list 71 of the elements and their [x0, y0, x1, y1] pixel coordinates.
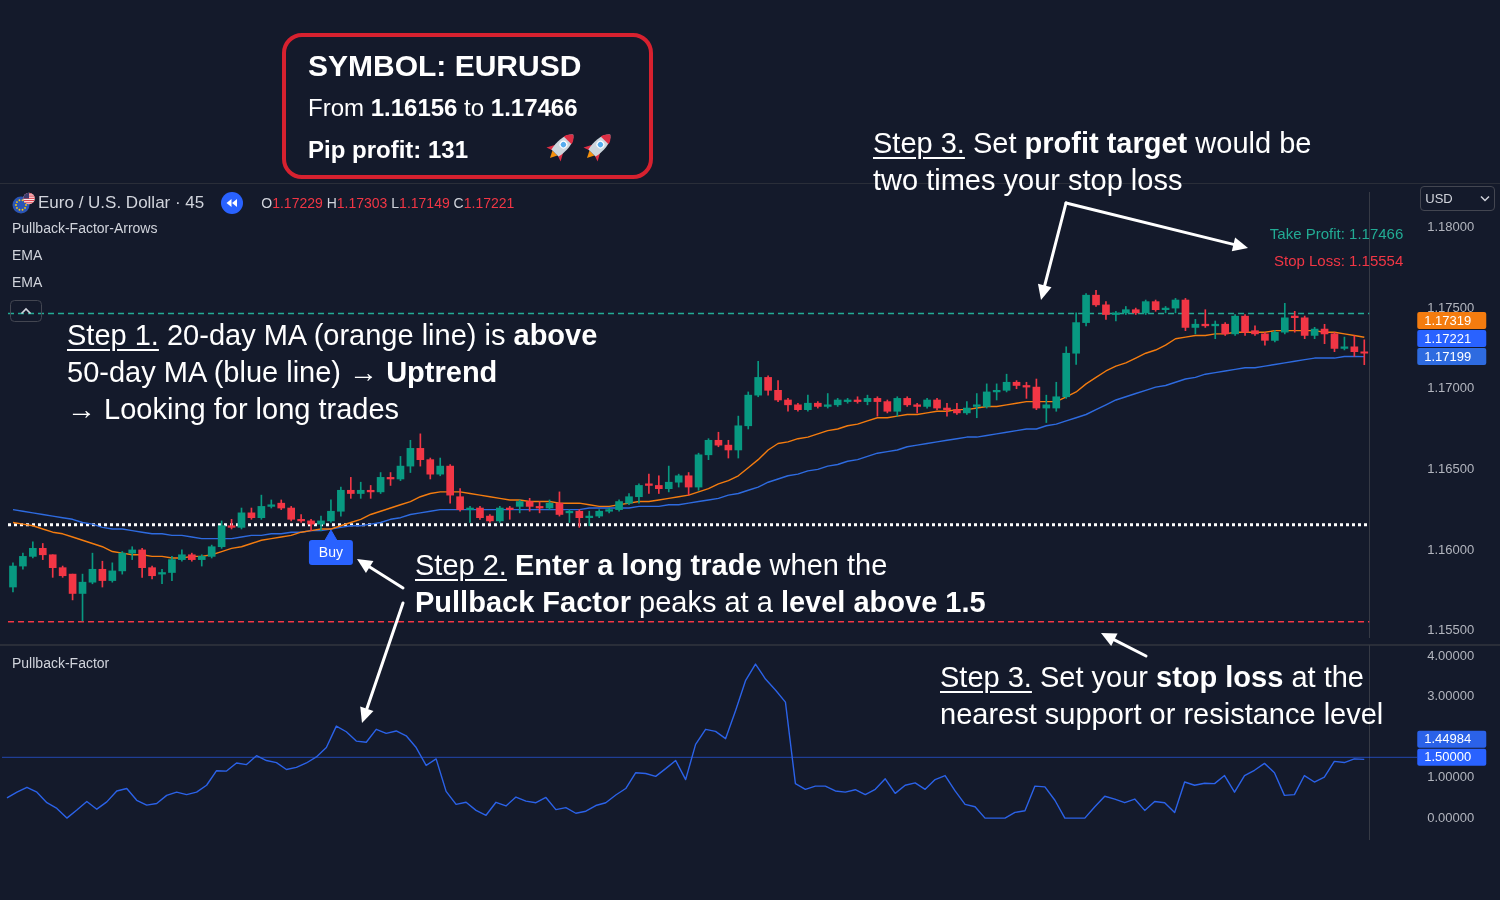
annotation: nearest support or resistance level	[940, 698, 1384, 730]
candlestick	[1201, 309, 1210, 328]
text: 1.44984	[1424, 731, 1472, 747]
candlestick	[505, 506, 514, 520]
candlestick	[346, 477, 355, 499]
candlestick	[1112, 310, 1120, 322]
annotation: → Looking for long trades	[67, 393, 400, 425]
text: Step 3.	[873, 127, 965, 159]
text: 1.17466	[490, 94, 578, 121]
chart-subtitle: O1.17229 H1.17303 L1.17149 C1.17221	[261, 195, 515, 211]
text: 1.16156	[370, 94, 458, 121]
annotation: 50-day MA (blue line) →	[67, 356, 379, 388]
ref-line-label: Stop Loss: 1.15554	[1273, 252, 1404, 270]
text: 1.17199	[1424, 348, 1472, 364]
ref-line-label: 1.50000	[1424, 749, 1472, 765]
data-label: Buy	[318, 543, 343, 560]
annotation: above	[513, 319, 598, 351]
annotation: when the	[769, 549, 888, 581]
annotation: EMA	[12, 274, 43, 290]
chart-title: Euro / U.S. Dollar · 45	[38, 193, 205, 213]
text: SYMBOL: EURUSD	[308, 49, 582, 82]
candlestick	[972, 393, 981, 419]
y-tick-label: 1.15500	[1427, 622, 1475, 638]
candlestick	[823, 393, 832, 409]
text: would be	[1195, 127, 1312, 159]
text: 1.17221	[1424, 330, 1472, 346]
candlestick	[654, 475, 663, 494]
annotation: Step 1.	[67, 319, 159, 351]
annotation: peaks at a	[639, 586, 773, 618]
text: Pip profit: 131	[308, 136, 469, 163]
y-axis-title: USD	[1425, 191, 1453, 206]
y-tick-label: 1.17000	[1427, 380, 1475, 396]
y-tick-label: 1.16000	[1427, 541, 1475, 557]
annotation: Pullback Factor	[415, 586, 631, 618]
annotation: Pullback-Factor-Arrows	[12, 220, 158, 236]
annotation: level above 1.5	[780, 586, 986, 618]
candlestick	[356, 481, 365, 499]
candlestick	[1290, 310, 1299, 333]
y-tick-label: 0.00000	[1427, 809, 1475, 825]
y-tick-label: 1.00000	[1427, 769, 1475, 785]
candlestick	[466, 506, 474, 523]
text: to	[464, 94, 485, 121]
candlestick	[645, 473, 653, 494]
y-tick-label: 1.17500	[1427, 299, 1475, 315]
annotation: Uptrend	[386, 356, 498, 388]
y-tick-label: 1.16500	[1427, 460, 1475, 476]
ref-line-label: Take Profit: 1.17466	[1269, 225, 1404, 243]
candlestick	[1211, 320, 1220, 340]
y-tick-label: 4.00000	[1427, 647, 1475, 663]
text: profit target	[1024, 127, 1188, 159]
text: 1.17319	[1424, 312, 1472, 328]
candlestick	[585, 510, 594, 527]
annotation: 20-day MA (orange line) is	[166, 319, 506, 351]
annotation: EMA	[12, 247, 43, 263]
y-tick-label: 1.18000	[1427, 219, 1475, 235]
candlestick	[366, 485, 375, 499]
annotation: Set your	[1039, 661, 1148, 693]
text: Pullback-Factor	[12, 654, 110, 673]
y-tick-label: 3.00000	[1427, 688, 1475, 704]
annotation: stop loss	[1156, 661, 1284, 693]
candlestick	[1360, 339, 1369, 366]
annotation: Step 3.	[940, 661, 1032, 693]
candlestick	[297, 514, 305, 523]
annotation: two times your stop loss	[873, 164, 1183, 196]
candlestick	[943, 402, 951, 417]
candlestick	[158, 568, 166, 585]
text: From	[308, 94, 364, 121]
annotation: at the	[1291, 661, 1364, 693]
text: Set	[972, 127, 1017, 159]
annotation: Enter a long trade	[514, 549, 762, 581]
annotation: Step 2.	[415, 549, 507, 581]
